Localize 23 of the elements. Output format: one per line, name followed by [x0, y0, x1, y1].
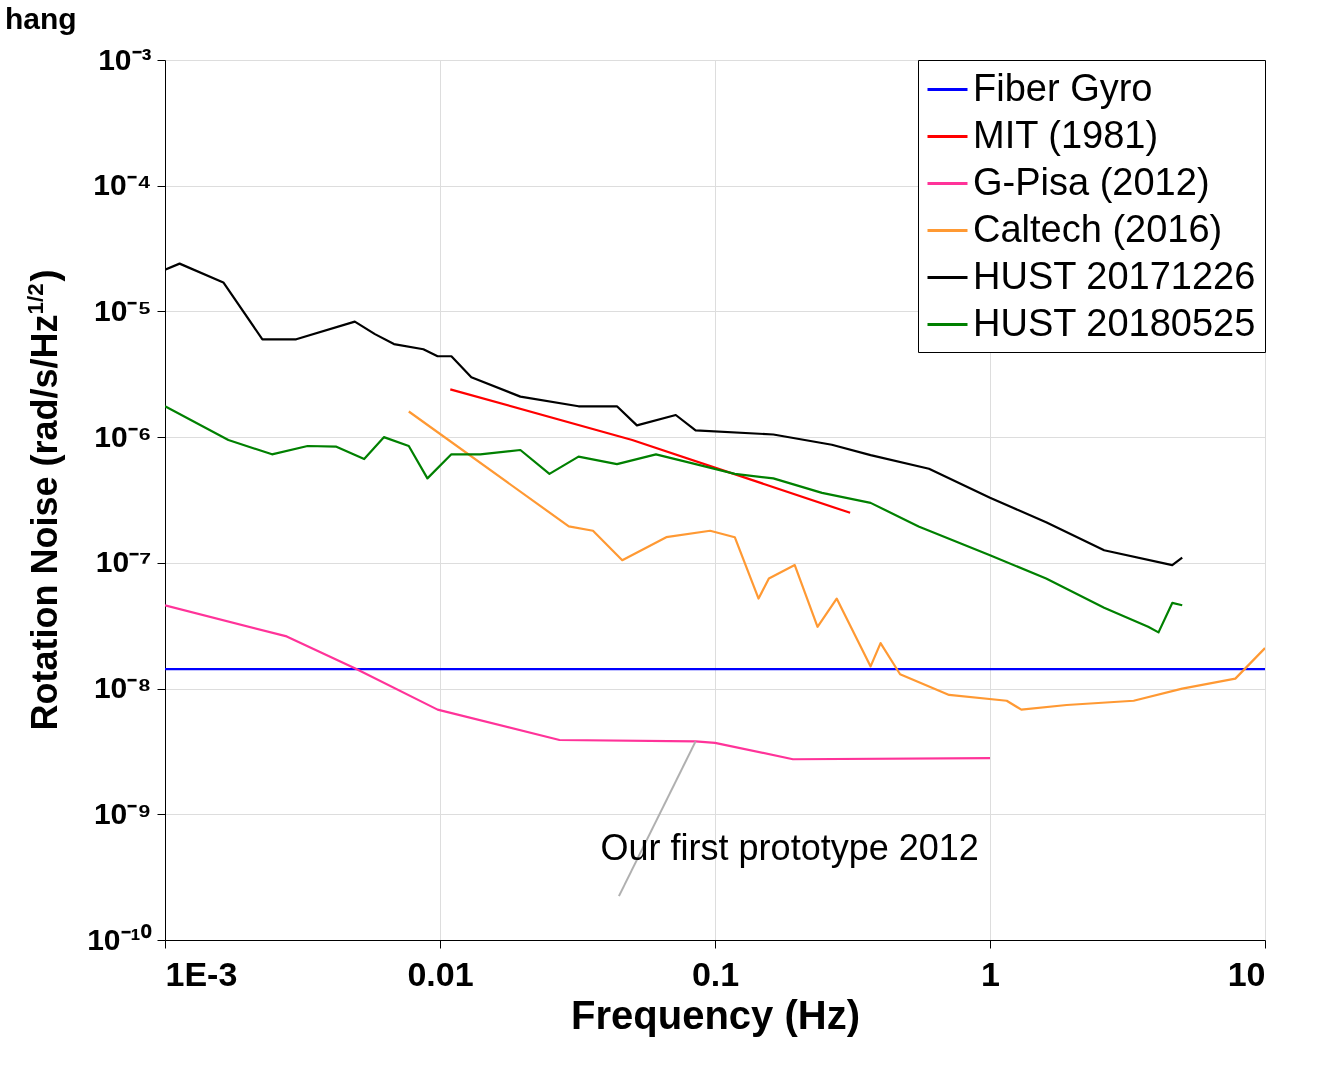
y-tick-label: 10⁻⁹ — [93, 796, 152, 830]
x-tick-label: 0.1 — [691, 954, 740, 993]
y-tick-label: 10⁻⁴ — [93, 168, 152, 202]
text: hang — [5, 2, 77, 35]
annotation: Our first prototype 2012 — [600, 827, 979, 869]
y-tick-label: 10⁻⁶ — [94, 419, 152, 453]
y-tick-label: 10⁻⁷ — [95, 545, 152, 579]
legend-label: Fiber Gyro — [973, 66, 1153, 109]
legend-label: Caltech (2016) — [973, 207, 1223, 250]
y-tick-label: 10⁻¹⁰ — [87, 922, 152, 956]
legend-label: MIT (1981) — [973, 113, 1159, 156]
x-tick-label: 1 — [981, 954, 1000, 993]
legend-label: HUST 20171226 — [973, 254, 1256, 297]
x-tick-label: 10 — [1227, 954, 1266, 993]
legend-label: G-Pisa (2012) — [973, 160, 1210, 203]
x-tick-label: 0.01 — [407, 954, 474, 993]
x-tick-label: 1E-3 — [165, 954, 238, 993]
legend-label: HUST 20180525 — [973, 301, 1256, 344]
y-tick-label: 10⁻⁵ — [94, 293, 152, 327]
y-axis-title: Rotation Noise (rad/s/Hz1/2) — [22, 269, 65, 731]
y-tick-label: 10⁻³ — [98, 42, 152, 76]
y-tick-label: 10⁻⁸ — [93, 671, 152, 705]
x-axis-title: Frequency (Hz) — [571, 992, 860, 1037]
